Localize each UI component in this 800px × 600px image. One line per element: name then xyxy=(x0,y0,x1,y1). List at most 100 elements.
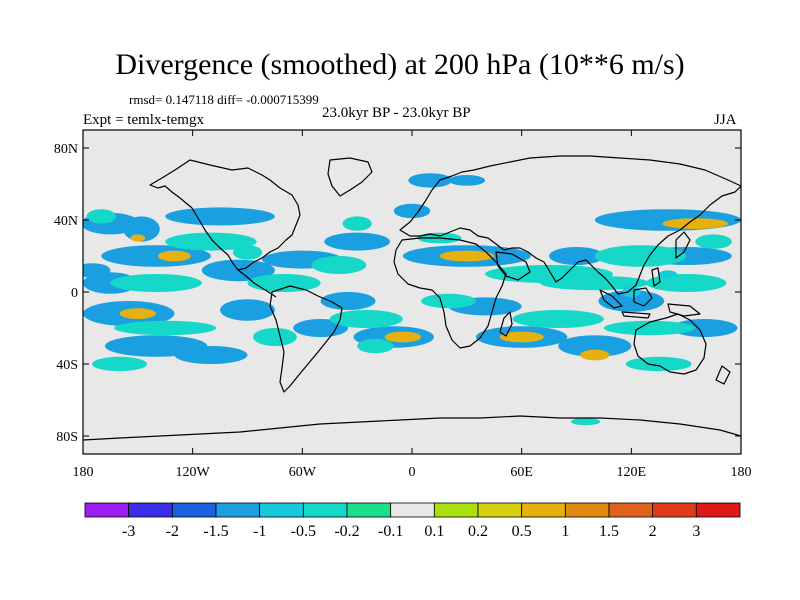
colorbar-box-6 xyxy=(346,502,392,518)
x-tick-label-4: 60E xyxy=(510,465,533,480)
y-axis: 80N 40N 0 40S 80S xyxy=(54,142,741,445)
colorbar-box-11 xyxy=(564,502,610,518)
experiment-label: Expt = temlx-temgx xyxy=(83,112,204,128)
coastline-greenland xyxy=(327,157,373,197)
colorbar-box-14 xyxy=(695,502,741,518)
coastline-eurasia xyxy=(399,155,741,295)
colorbar-box-13 xyxy=(652,502,697,518)
contour-blob-60 xyxy=(658,270,678,278)
coastline-java xyxy=(621,311,651,319)
contour-blob-1 xyxy=(123,216,160,242)
contour-blob-46 xyxy=(357,338,394,354)
colorbar-box-2 xyxy=(171,502,217,518)
coastline-sumatra xyxy=(599,289,623,309)
contour-blob-50 xyxy=(421,293,476,309)
colorbar-label-1: -2 xyxy=(166,523,179,540)
contour-blob-42 xyxy=(232,245,263,260)
contour-blob-30 xyxy=(598,290,665,312)
contour-blob-37 xyxy=(86,209,116,224)
contour-blob-52 xyxy=(539,275,650,291)
colorbar-box-5 xyxy=(302,502,348,518)
contour-blob-58 xyxy=(695,234,732,249)
contour-blob-12 xyxy=(220,299,275,321)
coastline-new-zealand xyxy=(715,365,731,385)
colorbar-label-5: -0.2 xyxy=(334,523,359,540)
contour-blob-59 xyxy=(622,286,641,298)
colorbar-label-6: -0.1 xyxy=(378,523,403,540)
contour-blob-27 xyxy=(499,331,544,343)
colorbar-box-3 xyxy=(215,502,261,518)
colorbar-box-1 xyxy=(128,502,173,518)
contour-blob-22 xyxy=(408,173,453,188)
y-tick-label-3: 40S xyxy=(56,358,78,373)
contour-blob-54 xyxy=(594,245,687,267)
stats-label: rmsd= 0.147118 diff= -0.000715399 xyxy=(129,92,319,107)
y-tick-label-1: 40N xyxy=(54,214,78,229)
colorbar-label-7: 0.1 xyxy=(424,523,444,540)
colorbar-label-11: 1.5 xyxy=(599,523,619,540)
contour-blob-34 xyxy=(671,319,738,337)
colorbar-box-0 xyxy=(84,502,130,518)
contour-blob-4 xyxy=(101,245,211,267)
coastline-japan xyxy=(675,231,691,259)
coastline-antarctica xyxy=(83,415,741,441)
contour-blob-53 xyxy=(512,310,604,328)
contour-blob-39 xyxy=(114,320,217,336)
colorbar-label-9: 0.5 xyxy=(512,523,532,540)
contour-blob-38 xyxy=(110,274,202,292)
contour-blob-36 xyxy=(571,418,601,426)
y-tick-label-0: 80N xyxy=(54,142,78,157)
coastline-south-america xyxy=(269,285,343,393)
x-tick-label-2: 60W xyxy=(289,465,317,480)
colorbar-box-12 xyxy=(608,502,654,518)
colorbar-label-10: 1 xyxy=(561,523,569,540)
colorbar-label-0: -3 xyxy=(122,523,135,540)
contour-blob-55 xyxy=(645,274,727,292)
contour-blob-3 xyxy=(165,207,275,226)
colorbar-label-8: 0.2 xyxy=(468,523,488,540)
coastline-north-america xyxy=(149,159,301,271)
coastline-borneo xyxy=(633,287,653,307)
x-axis: 180 120W 60W 0 60E 120E 180 xyxy=(73,130,752,480)
colorbar-box-4 xyxy=(259,502,304,518)
chart-title: Divergence (smoothed) at 200 hPa (10**6 … xyxy=(115,48,685,81)
coastline-central-america xyxy=(237,269,277,298)
x-tick-label-1: 120W xyxy=(176,465,211,480)
contour-blob-9 xyxy=(119,308,157,319)
x-tick-label-6: 180 xyxy=(731,465,752,480)
x-tick-label-3: 0 xyxy=(409,465,416,480)
contour-blob-21 xyxy=(439,250,495,262)
contour-blob-57 xyxy=(625,356,692,372)
colorbar-label-3: -1 xyxy=(253,523,266,540)
coastlines xyxy=(83,155,741,441)
contour-blob-2 xyxy=(130,234,146,242)
contour-blob-48 xyxy=(342,216,372,231)
contour-blob-43 xyxy=(247,274,321,292)
contour-blob-29 xyxy=(580,349,610,361)
colorbar-label-2: -1.5 xyxy=(203,523,228,540)
contour-blob-28 xyxy=(558,335,632,357)
coastline-arabia xyxy=(495,251,531,281)
contour-blob-5 xyxy=(157,250,191,262)
colorbar-label-4: -0.5 xyxy=(291,523,316,540)
season-label: JJA xyxy=(714,112,737,128)
contour-blob-45 xyxy=(329,310,403,328)
contour-blob-35 xyxy=(549,247,604,265)
x-tick-label-5: 120E xyxy=(617,465,647,480)
colorbar-box-8 xyxy=(433,502,479,518)
y-tick-label-2: 0 xyxy=(71,286,78,301)
contour-blob-23 xyxy=(448,175,486,186)
contour-blob-24 xyxy=(393,203,431,219)
y-tick-label-4: 80S xyxy=(56,430,78,445)
contour-blob-47 xyxy=(252,328,297,346)
x-tick-label-0: 180 xyxy=(73,465,94,480)
contour-blob-44 xyxy=(311,256,367,274)
colorbar: -3 -2 -1.5 -1 -0.5 -0.2 -0.1 0.1 0.2 0.5 1 1.5 2 3 xyxy=(84,502,741,540)
colorbar-box-9 xyxy=(477,502,523,518)
colorbar-box-10 xyxy=(521,502,566,518)
contour-fields xyxy=(83,173,741,426)
colorbar-box-7 xyxy=(390,502,435,518)
contour-blob-19 xyxy=(384,331,422,343)
chart-subtitle: 23.0kyr BP - 23.0kyr BP xyxy=(322,105,471,121)
